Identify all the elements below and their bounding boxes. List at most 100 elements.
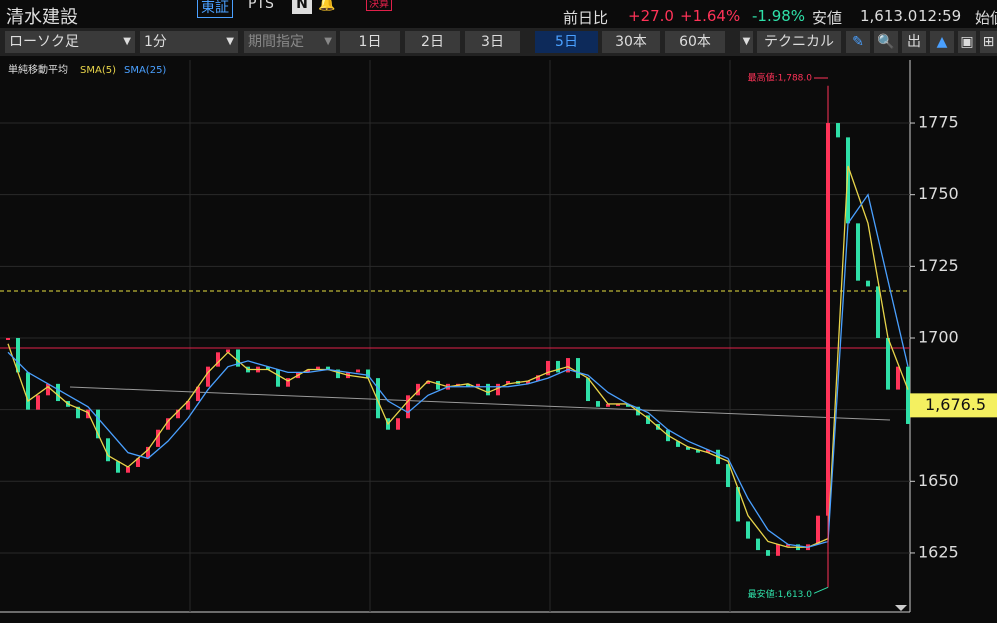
- candle: [266, 366, 270, 370]
- change-pct: +1.64%: [680, 7, 741, 25]
- candle: [236, 349, 240, 367]
- candle: [576, 358, 580, 379]
- candle: [816, 515, 820, 545]
- market-button[interactable]: 東証: [197, 0, 233, 18]
- change-label: 前日比: [563, 9, 609, 27]
- y-tick-label: 1750: [918, 184, 959, 203]
- candle: [876, 286, 880, 338]
- candle: [526, 380, 530, 384]
- alert-icon[interactable]: 🔔: [318, 0, 336, 12]
- candle: [286, 378, 290, 387]
- candle: [506, 380, 510, 384]
- range-button[interactable]: 1日: [340, 31, 400, 53]
- candle: [886, 337, 890, 390]
- y-tick-label: 1700: [918, 327, 959, 346]
- legend-entry: SMA(5): [80, 65, 116, 76]
- high-label: 最高値:1,788.0: [748, 72, 813, 84]
- interval[interactable]: 1分: [140, 31, 238, 53]
- legend-entry: SMA(25): [124, 65, 166, 76]
- candle: [536, 375, 540, 381]
- candle: [356, 369, 360, 373]
- candle: [196, 386, 200, 402]
- sma-line: [7, 165, 909, 548]
- low-label: 最安値:1,613.0: [748, 588, 813, 600]
- candle: [836, 123, 840, 138]
- candle: [436, 380, 440, 390]
- candle: [136, 458, 140, 467]
- candle: [116, 461, 120, 473]
- candle: [46, 383, 50, 396]
- candle: [686, 446, 690, 450]
- chart-bg: [0, 60, 997, 623]
- zoom-icon[interactable]: 🔍: [874, 31, 898, 53]
- candle: [366, 369, 370, 379]
- candle: [856, 223, 860, 281]
- change-pct: -1.98%: [752, 7, 806, 25]
- candle: [316, 366, 320, 370]
- y-tick-label: 1625: [918, 542, 959, 561]
- candle: [906, 366, 910, 424]
- out-icon[interactable]: 出: [902, 31, 926, 53]
- candle: [546, 360, 550, 376]
- news-icon[interactable]: N: [292, 0, 312, 14]
- draw-icon[interactable]: ✎: [846, 31, 870, 53]
- candle: [426, 380, 430, 384]
- candle: [466, 383, 470, 387]
- candle: [586, 378, 590, 402]
- candle: [336, 369, 340, 379]
- change: +27.0: [628, 7, 674, 25]
- range-button[interactable]: 60本: [665, 31, 725, 53]
- candle: [376, 378, 380, 419]
- range-button[interactable]: 5日: [535, 31, 598, 53]
- candle: [56, 383, 60, 402]
- candle: [776, 544, 780, 556]
- save-icon[interactable]: ▣: [958, 31, 976, 53]
- candle: [736, 487, 740, 522]
- range-button[interactable]: 3日: [465, 31, 520, 53]
- legend-title: 単純移動平均: [8, 63, 68, 76]
- candle: [496, 383, 500, 396]
- expand-icon[interactable]: ⊞: [980, 31, 997, 53]
- settlement-badge[interactable]: 決算: [366, 0, 392, 11]
- candle: [76, 406, 80, 419]
- candle: [726, 464, 730, 488]
- candle: [476, 383, 480, 387]
- pts-button[interactable]: PTS: [248, 0, 274, 12]
- candle: [646, 415, 650, 424]
- y-tick-label: 1775: [918, 113, 959, 132]
- last-price-box: [910, 393, 997, 418]
- candle: [616, 403, 620, 406]
- candle: [606, 403, 610, 407]
- area-icon[interactable]: ▲: [930, 31, 954, 53]
- candle: [766, 550, 770, 556]
- more[interactable]: ▼: [740, 31, 753, 53]
- candle: [96, 409, 100, 439]
- y-tick-label: 1650: [918, 471, 959, 490]
- chart-kind[interactable]: ローソク足: [5, 31, 135, 53]
- candle: [166, 418, 170, 430]
- candle: [696, 449, 700, 453]
- scroll-arrow[interactable]: [895, 605, 907, 611]
- candle: [866, 280, 870, 287]
- y-tick-label: 1725: [918, 256, 959, 275]
- candle: [206, 366, 210, 387]
- candle: [706, 449, 710, 453]
- time: 12:59: [918, 7, 962, 25]
- technical[interactable]: テクニカル: [757, 31, 841, 53]
- candle: [486, 383, 490, 396]
- candle: [896, 366, 900, 390]
- candle: [186, 401, 190, 410]
- range-button[interactable]: 30本: [602, 31, 660, 53]
- last-price-label: 1,676.5: [925, 395, 986, 414]
- candle: [556, 360, 560, 373]
- candle: [326, 366, 330, 370]
- candle: [406, 395, 410, 419]
- low: 1,613.0: [860, 7, 918, 25]
- candle: [16, 337, 20, 373]
- period[interactable]: 期間指定: [244, 31, 336, 53]
- candle: [676, 441, 680, 447]
- candle: [566, 358, 570, 373]
- candle: [6, 337, 10, 340]
- range-button[interactable]: 2日: [405, 31, 460, 53]
